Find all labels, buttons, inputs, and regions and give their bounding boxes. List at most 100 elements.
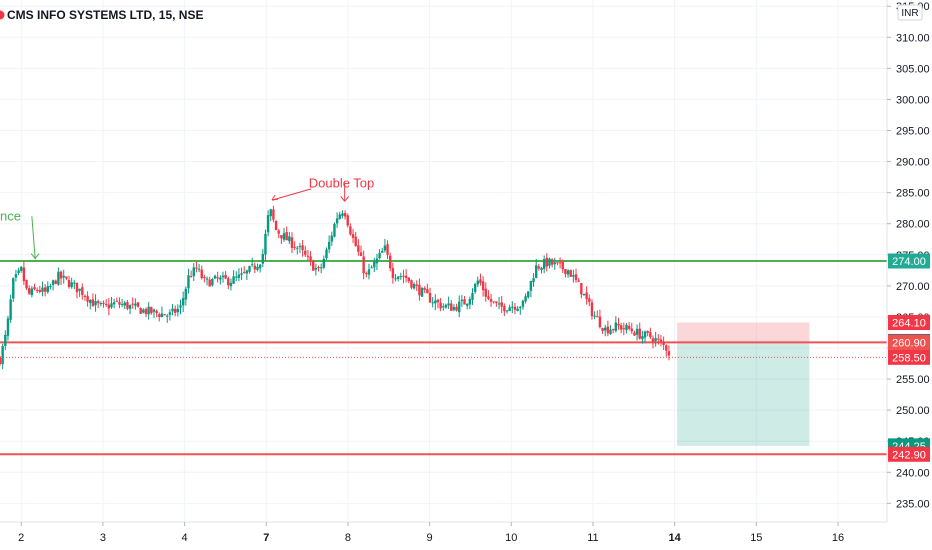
price-tag-label: 258.50 [892,352,926,364]
candle-body [465,303,469,306]
double-top-arrow-left [271,188,312,201]
candle-body [285,231,288,241]
candle-body [304,250,307,255]
candle-body [404,275,408,278]
candle-body [542,259,546,269]
candle-body [426,289,429,294]
candle-body [200,269,203,279]
candle-body [625,324,628,331]
candle-body [4,334,7,346]
candle-body [171,308,174,312]
candle-body [205,278,209,280]
candle-body [192,267,195,277]
candle-body [619,325,623,330]
chart-header: CMS INFO SYSTEMS LTD, 15, NSE [0,8,203,22]
candle-body [306,255,310,257]
candle-body [662,342,665,345]
candle-body [365,273,368,275]
candle-body [33,287,36,290]
candle-body [17,270,20,273]
candle-body [349,226,352,235]
candle-body [81,287,84,296]
candle-body [282,233,286,240]
candle-body [556,262,559,264]
candle-body [463,299,466,305]
y-tick-label: 305.00 [896,63,930,75]
candle-body [181,298,185,306]
take-profit-zone[interactable] [677,342,810,446]
candle-body [147,306,150,315]
short-position-tool[interactable] [677,322,810,446]
candle-body [585,292,588,300]
candle-body [237,274,241,278]
candle-body [386,244,389,255]
candle-body [59,271,63,279]
candle-body [471,293,474,300]
candle-body [62,275,65,278]
x-tick-label: 16 [832,532,844,544]
x-tick-label: 2 [18,532,24,544]
candle-body [14,274,18,278]
candle-body [12,278,15,299]
candle-body [572,275,575,277]
candle-body [54,280,57,284]
candle-body [418,284,421,296]
candle-body [163,314,166,316]
candle-body [564,269,567,275]
candle-body [221,275,225,278]
candle-body [333,223,336,237]
candle-body [503,305,506,312]
candle-body [293,246,296,248]
y-tick-label: 290.00 [896,157,930,169]
candle-body [638,328,641,339]
candle-body [497,303,501,305]
stop-loss-zone[interactable] [677,322,810,343]
candle-body [248,266,251,272]
candle-body [367,269,371,275]
candle-body [107,304,111,309]
candle-body [511,306,514,308]
candle-body [187,275,190,289]
candle-body [258,264,262,269]
candle-body [601,328,604,331]
candle-body [577,280,580,282]
candle-body [447,303,450,306]
candle-body [550,259,554,265]
candle-body [399,276,403,278]
candle-body [110,303,113,308]
candle-body [266,215,270,233]
candle-body [168,312,172,315]
candle-body [505,310,509,312]
candle-body [189,276,193,278]
candle-body [476,280,480,285]
candle-body [99,303,103,305]
candle-body [208,279,211,287]
candle-body [351,234,355,238]
horizontal-levels[interactable] [0,260,887,456]
candle-body [35,289,39,291]
candle-body [516,308,519,312]
candle-body [243,272,246,274]
candle-body [27,288,31,294]
candle-body [455,306,458,311]
candle-body [500,302,503,307]
candle-body [545,257,549,267]
candle-body [535,265,538,278]
y-tick-label: 250.00 [896,405,930,417]
candle-body [173,308,177,313]
candle-body [65,276,68,279]
candle-body [381,251,384,253]
candle-body [43,287,47,292]
candle-body [375,258,379,264]
double-top-arrowhead-right [340,196,350,202]
currency-badge[interactable]: INR [897,4,923,21]
candle-body [396,276,400,279]
candle-body [489,299,493,302]
x-tick-label: 10 [505,532,517,544]
candle-body [277,230,280,234]
candle-body [479,279,482,283]
candle-body [630,328,633,332]
price-tag [888,349,930,365]
price-tag-label: 242.90 [892,449,926,461]
